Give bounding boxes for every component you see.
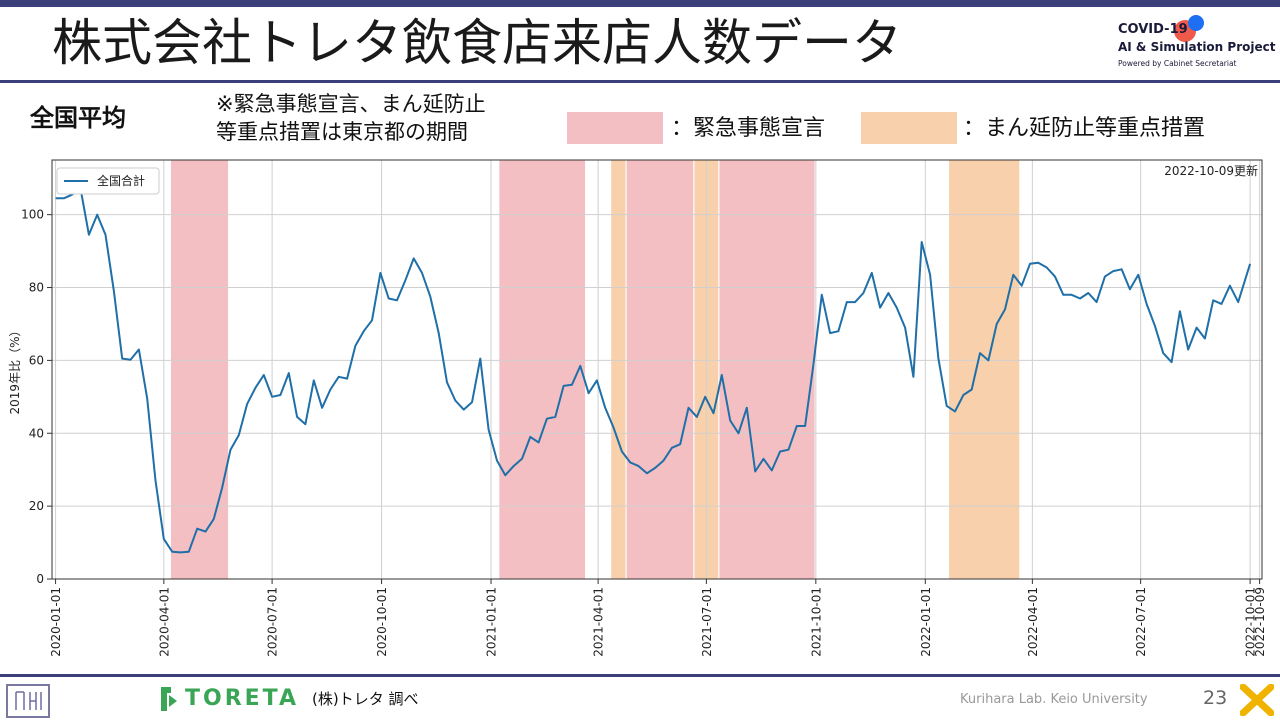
emergency-legend-swatch xyxy=(567,112,663,144)
logo-line3: Powered by Cabinet Secretariat xyxy=(1118,59,1237,68)
period-note: ※緊急事態宣言、まん延防止 等重点措置は東京都の期間 xyxy=(216,90,486,146)
legend-label: 全国合計 xyxy=(97,173,145,188)
toreta-mark-icon xyxy=(161,687,177,711)
chart-legend: 全国合計 xyxy=(56,167,160,195)
shaded-period-emergency xyxy=(170,160,229,579)
x-tick-label: 2022-07-01 xyxy=(1134,587,1148,657)
series-line xyxy=(55,188,1252,554)
logo-line2: AI & Simulation Project xyxy=(1118,40,1276,54)
data-source: (株)トレタ 調べ xyxy=(312,690,419,708)
y-tick-label: 60 xyxy=(29,353,44,367)
x-tick-label: 2021-07-01 xyxy=(700,587,714,657)
page-title: 株式会社トレタ飲食店来店人数データ xyxy=(52,14,902,72)
lab-name: Kurihara Lab. Keio University xyxy=(960,692,1148,707)
x-tick-label: 2021-10-01 xyxy=(809,587,823,657)
priority-legend-label: ：まん延防止等重点措置 xyxy=(963,116,1206,141)
toreta-wordmark: TORETA xyxy=(185,686,300,711)
x-tick-label: 2022-10-09 xyxy=(1253,587,1267,657)
series-lines xyxy=(55,188,1252,554)
y-tick-label: 20 xyxy=(29,499,44,513)
plot-frame xyxy=(51,159,1263,580)
covid-ai-project-logo: COVID-19 AI & Simulation Project Powered… xyxy=(1118,15,1278,75)
logo-line1: COVID-19 xyxy=(1118,22,1188,37)
shaded-period-emergency xyxy=(499,160,586,579)
period-note-line-1: ※緊急事態宣言、まん延防止 xyxy=(216,92,486,116)
shaded-period-emergency xyxy=(719,160,815,579)
x-tick-label: 2022-01-01 xyxy=(919,587,933,657)
y-tick-label: 40 xyxy=(29,426,44,440)
x-tick-label: 2022-04-01 xyxy=(1026,587,1040,657)
axes xyxy=(47,159,1263,584)
x-tick-label: 2020-04-01 xyxy=(157,587,171,657)
lab-logo xyxy=(6,684,50,718)
y-tick-label: 80 xyxy=(29,281,44,295)
toreta-logo: TORETA xyxy=(157,683,296,717)
logo-blue-dot xyxy=(1188,15,1204,31)
shaded-period-priority xyxy=(949,160,1020,579)
title-divider xyxy=(0,80,1280,83)
priority-legend-swatch xyxy=(861,112,957,144)
x-tick-label: 2020-01-01 xyxy=(49,587,63,657)
shaded-period-priority xyxy=(611,160,626,579)
x-tick-label: 2021-01-01 xyxy=(485,587,499,657)
y-axis-label: 2019年比（%） xyxy=(8,325,22,415)
page-number: 23 xyxy=(1203,687,1228,709)
visitor-line-chart: 0 20 40 60 80 100 2020-01-01 2020-04-01 2020-07-… xyxy=(8,159,1267,657)
update-date-label: 2022-10-09更新 xyxy=(1164,163,1258,178)
shaded-periods xyxy=(52,160,1262,579)
y-tick-label: 100 xyxy=(21,208,44,222)
y-tick-label: 0 xyxy=(36,572,44,586)
region-label: 全国平均 xyxy=(30,104,126,132)
x-tick-label: 2020-07-01 xyxy=(266,587,280,657)
corner-x-icon xyxy=(1240,684,1274,716)
footer-divider xyxy=(0,674,1280,677)
emergency-legend-label: ：緊急事態宣言 xyxy=(671,116,826,141)
chart-text: 0 20 40 60 80 100 2020-01-01 2020-04-01 2020-07-… xyxy=(8,163,1267,657)
top-accent-bar xyxy=(0,0,1280,7)
x-tick-label: 2022-10-01 xyxy=(1244,587,1258,657)
x-tick-label: 2020-10-01 xyxy=(375,587,389,657)
x-tick-label: 2021-04-01 xyxy=(592,587,606,657)
legend-frame xyxy=(56,167,160,195)
period-note-line-2: 等重点措置は東京都の期間 xyxy=(216,120,468,144)
shaded-period-emergency xyxy=(626,160,694,579)
